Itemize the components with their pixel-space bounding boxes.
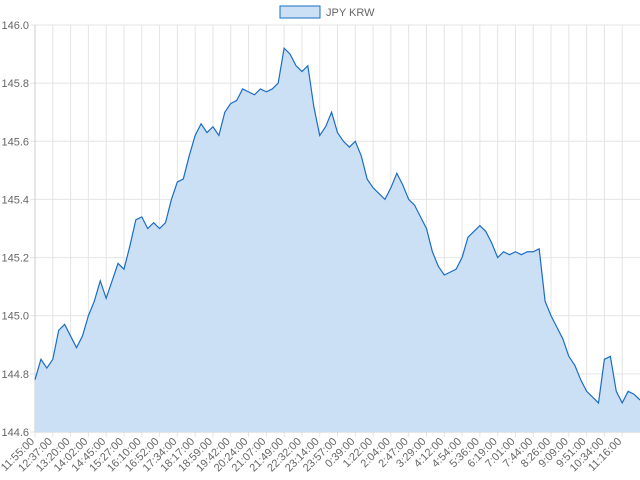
y-tick-label: 145.8: [1, 78, 29, 90]
y-tick-label: 144.8: [1, 369, 29, 381]
y-tick-label: 145.4: [1, 194, 29, 206]
legend-label: JPY KRW: [326, 7, 375, 19]
y-tick-label: 145.2: [1, 253, 29, 265]
y-tick-label: 146.0: [1, 20, 29, 32]
legend-swatch: [279, 5, 321, 19]
y-tick-label: 144.6: [1, 427, 29, 439]
y-tick-label: 145.6: [1, 136, 29, 148]
area-fill: [35, 48, 640, 432]
y-tick-label: 145.0: [1, 311, 29, 323]
line: [34, 47, 640, 405]
